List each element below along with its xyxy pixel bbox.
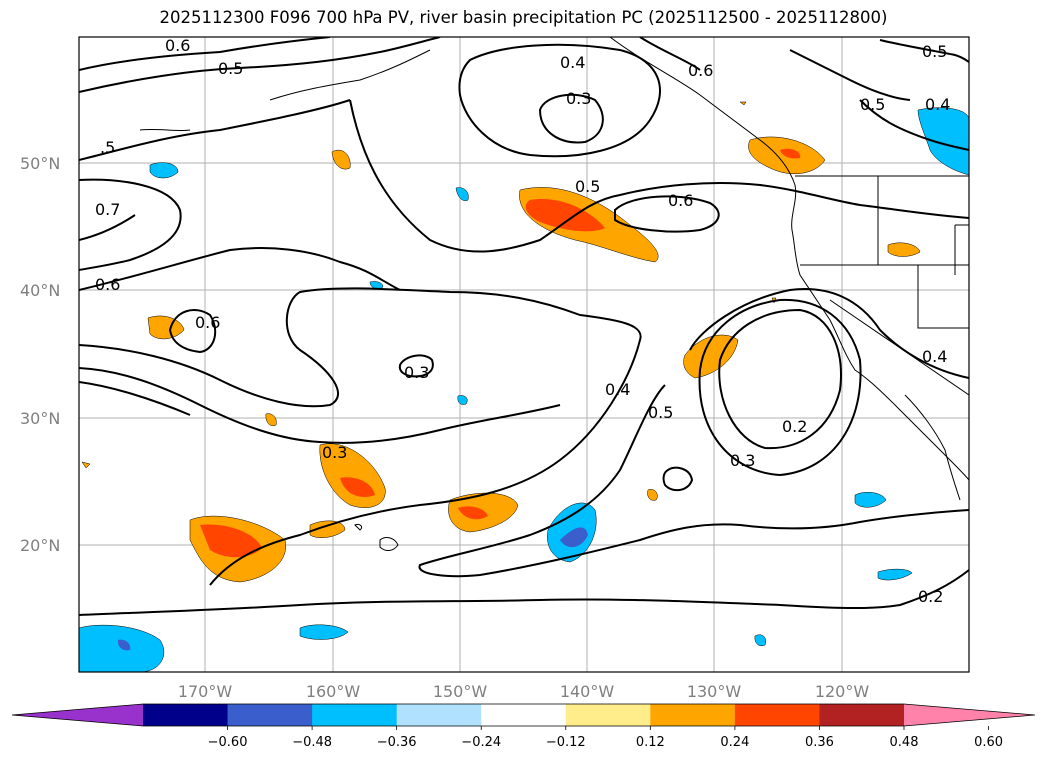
contour-label: 0.4 (560, 53, 585, 72)
colorbar-segment (650, 704, 736, 726)
map-area (79, 37, 969, 672)
colorbar-segment (143, 704, 229, 726)
colorbar-outline (11, 703, 1036, 727)
colorbar-segment (396, 704, 482, 726)
lat-label: 20°N (20, 536, 60, 555)
plot-title: 2025112300 F096 700 hPa PV, river basin … (159, 8, 888, 27)
contour-label: 0.3 (404, 363, 429, 382)
contour-label: 0.3 (322, 443, 347, 462)
lon-labels: 170°W 160°W 150°W 140°W 130°W 120°W (178, 682, 870, 701)
lon-label: 170°W (178, 682, 233, 701)
lat-label: 40°N (20, 281, 60, 300)
colorbar-tick-label: 0.48 (890, 735, 919, 750)
contour-label: 0.4 (922, 347, 947, 366)
colorbar: −0.60 −0.48 −0.36 −0.24 −0.12 0.12 0.24 0.36 0.4… (11, 703, 1036, 750)
colorbar-tick-label: 0.24 (720, 735, 749, 750)
map-border (78, 36, 970, 673)
colorbar-extend-low (12, 704, 143, 726)
colorbar-segment (565, 704, 651, 726)
contour-label: 0.4 (605, 380, 630, 399)
contour-label: 0.2 (918, 587, 943, 606)
colorbar-segment (227, 704, 313, 726)
colorbar-tick-label: 0.60 (974, 735, 1003, 750)
contour-label: .5 (100, 138, 115, 157)
colorbar-tick-label: −0.60 (208, 735, 248, 750)
colorbar-segment (312, 704, 398, 726)
contour-label: 0.6 (95, 275, 120, 294)
precip-negative-areas (79, 107, 969, 672)
contour-label: 0.5 (575, 177, 600, 196)
contour-label: 0.2 (782, 417, 807, 436)
contour-label: 0.6 (195, 313, 220, 332)
colorbar-tick-label: 0.12 (636, 735, 665, 750)
contour-label: 0.3 (566, 89, 591, 108)
colorbar-segment (734, 704, 820, 726)
contour-label: 0.5 (218, 59, 243, 78)
colorbar-tick-label: −0.36 (377, 735, 417, 750)
colorbar-extend-high (904, 704, 1035, 726)
contour-label: 0.4 (925, 95, 950, 114)
contour-label: 0.7 (95, 200, 120, 219)
colorbar-tick-label: 0.36 (805, 735, 834, 750)
contour-labels: 0.6 0.5 0.4 0.3 0.5 0.6 0.6 0.5 0.4 0.5 … (95, 36, 950, 606)
lon-label: 140°W (560, 682, 615, 701)
contour-label: 0.3 (730, 451, 755, 470)
contour-label: 0.6 (165, 36, 190, 55)
lon-label: 120°W (815, 682, 870, 701)
colorbar-segment (481, 704, 567, 726)
pv-contours (79, 37, 969, 616)
lon-label: 150°W (433, 682, 488, 701)
lon-label: 160°W (306, 682, 361, 701)
contour-label: 0.6 (668, 191, 693, 210)
colorbar-segment (819, 704, 905, 726)
contour-label: 0.5 (648, 403, 673, 422)
contour-label: 0.5 (860, 95, 885, 114)
colorbar-tick-label: −0.48 (292, 735, 332, 750)
lat-label: 50°N (20, 154, 60, 173)
contour-label: 0.6 (688, 61, 713, 80)
lat-label: 30°N (20, 409, 60, 428)
colorbar-tick-label: −0.12 (546, 735, 586, 750)
precip-positive-areas (81, 101, 921, 583)
lat-labels: 50°N 40°N 30°N 20°N (20, 154, 60, 555)
colorbar-tick-label: −0.24 (461, 735, 501, 750)
contour-label: 0.5 (922, 42, 947, 61)
lon-label: 130°W (687, 682, 742, 701)
